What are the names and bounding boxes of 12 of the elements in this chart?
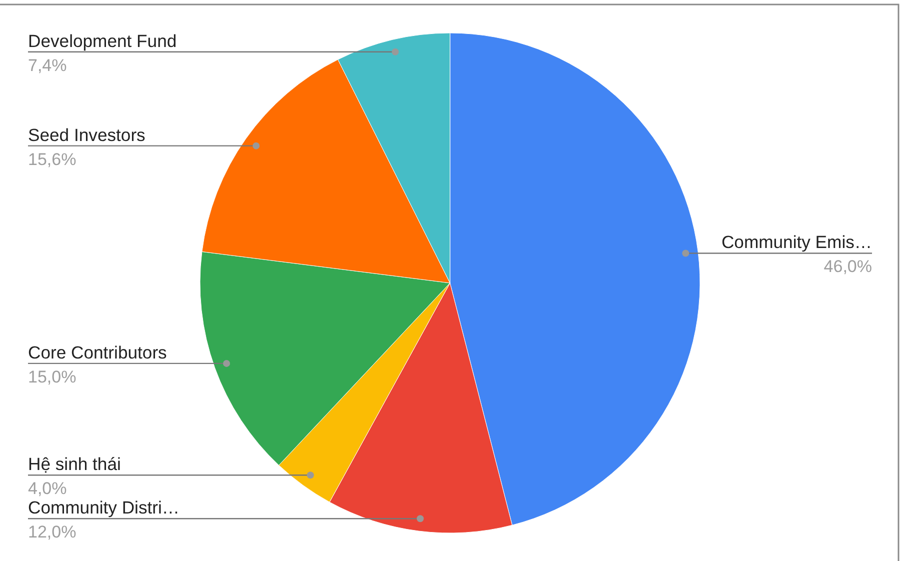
data-label: 4,0% [28,479,67,498]
slice-label: Development Fund [28,30,177,51]
slice-label: Community Emis… [721,232,872,252]
data-label: 15,0% [28,367,76,386]
slice-label: Community Distri… [28,498,180,518]
slice-label: Core Contributors [28,342,168,362]
data-label: 15,6% [28,150,76,169]
slice-label: Seed Investors [28,124,146,145]
data-label: 46,0% [824,257,872,276]
data-label: 12,0% [28,522,76,542]
slice-label: Hệ sinh thái [28,454,121,474]
data-label: 7,4% [28,56,67,75]
